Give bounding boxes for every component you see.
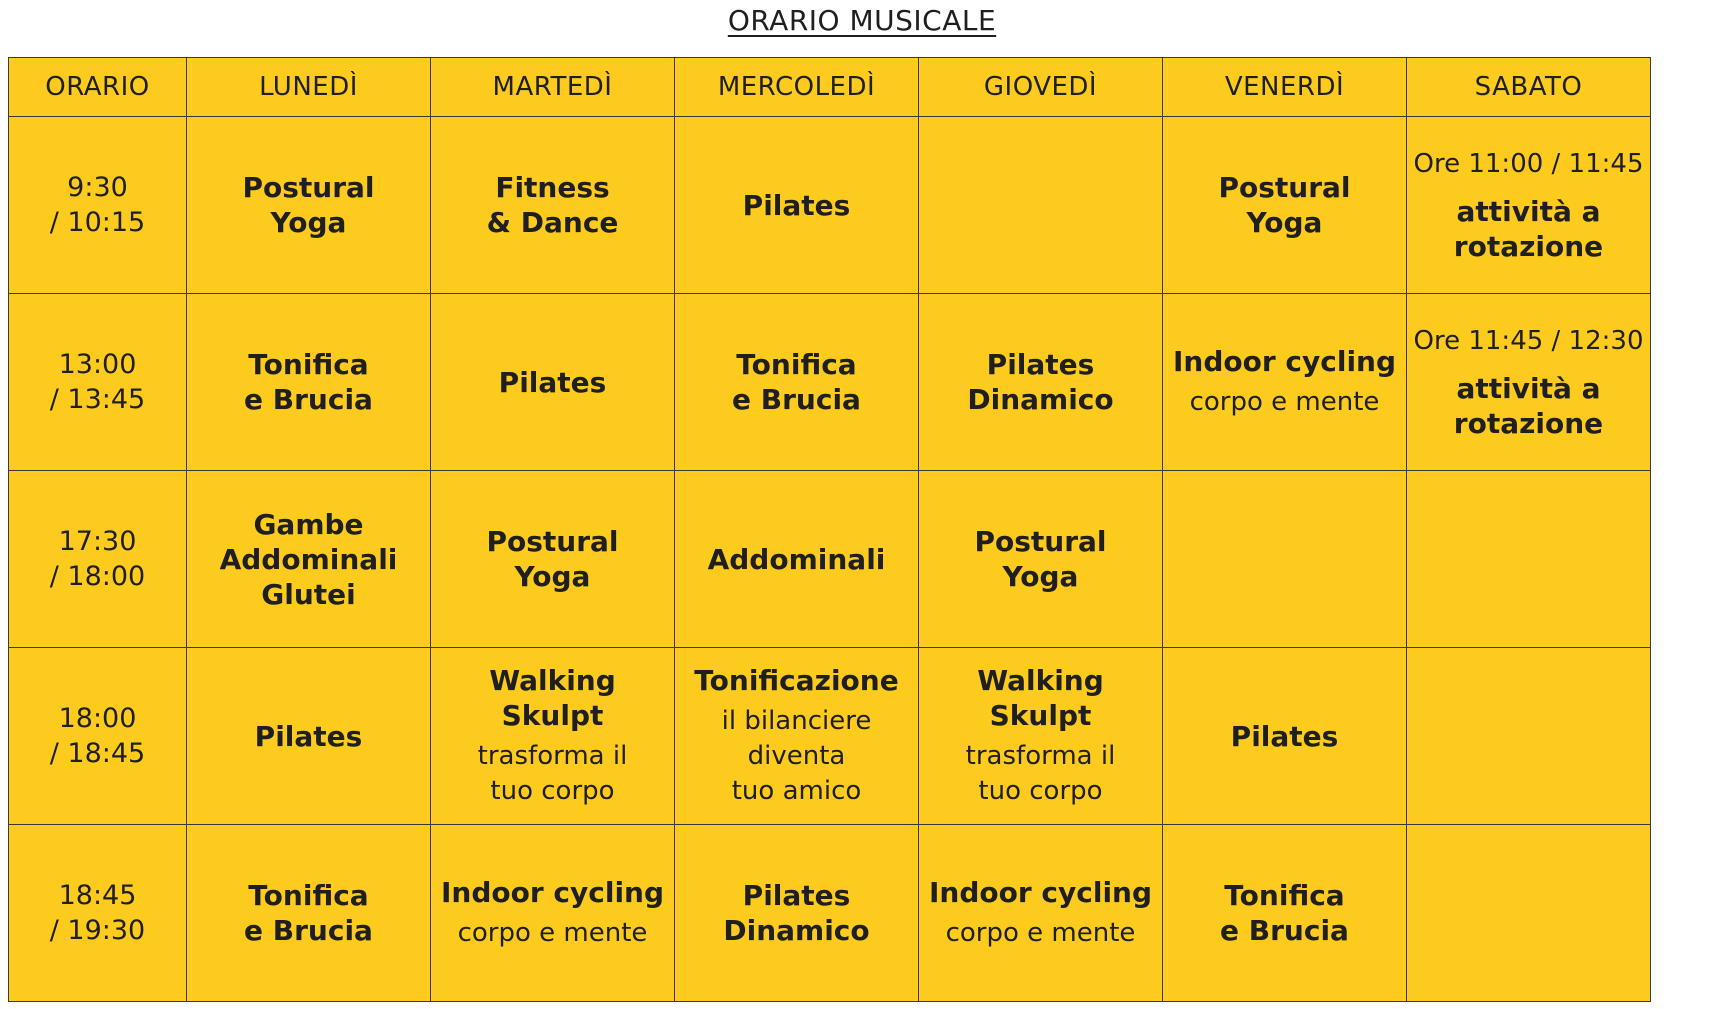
class-name: Addominali bbox=[707, 542, 886, 576]
class-name: Gambe Addominali Glutei bbox=[219, 507, 398, 611]
class-cell-venerdi: Tonifica e Brucia bbox=[1162, 824, 1407, 1002]
class-cell-lunedi: Tonifica e Brucia bbox=[186, 824, 431, 1002]
class-name: Pilates bbox=[1230, 719, 1339, 753]
class-subtitle: trasforma il tuo corpo bbox=[477, 741, 628, 806]
class-cell-sabato bbox=[1406, 647, 1651, 825]
class-cell-martedi: Fitness & Dance bbox=[430, 116, 675, 294]
class-name: Walking Skulpt bbox=[977, 664, 1104, 732]
time-cell: 17:30 / 18:00 bbox=[8, 470, 187, 648]
class-cell-mercoledi: Tonificazione il bilanciere diventa tuo a… bbox=[674, 647, 919, 825]
time-note: Ore 11:45 / 12:30 bbox=[1413, 325, 1644, 356]
class-name: Pilates bbox=[498, 365, 607, 399]
class-cell-martedi: Pilates bbox=[430, 293, 675, 471]
class-name: Tonifica e Brucia bbox=[244, 348, 373, 416]
class-name: attività a rotazione bbox=[1453, 371, 1604, 440]
class-cell-giovedi: Pilates Dinamico bbox=[918, 293, 1163, 471]
class-name: Postural Yoga bbox=[1218, 171, 1351, 239]
class-name: Tonificazione bbox=[694, 664, 899, 697]
page-title: ORARIO MUSICALE bbox=[727, 4, 997, 37]
table-row: 18:00 / 18:45 Pilates Walking Skulpt trasfo… bbox=[8, 647, 1651, 825]
class-cell-venerdi: Pilates bbox=[1162, 647, 1407, 825]
class-subtitle: corpo e mente bbox=[1189, 387, 1380, 417]
time-cell: 18:45 / 19:30 bbox=[8, 824, 187, 1002]
time-cell: 9:30 / 10:15 bbox=[8, 116, 187, 294]
time-cell: 18:00 / 18:45 bbox=[8, 647, 187, 825]
class-cell-sabato: Ore 11:45 / 12:30 attività a rotazione bbox=[1406, 293, 1651, 471]
class-name: Postural Yoga bbox=[974, 525, 1107, 593]
class-name: Pilates Dinamico bbox=[967, 348, 1114, 416]
class-name: Pilates bbox=[742, 188, 851, 222]
class-name: Fitness & Dance bbox=[486, 171, 619, 239]
class-cell-mercoledi: Pilates bbox=[674, 116, 919, 294]
class-name: Pilates bbox=[254, 719, 363, 753]
class-cell-mercoledi: Addominali bbox=[674, 470, 919, 648]
class-cell-lunedi: Postural Yoga bbox=[186, 116, 431, 294]
schedule-body: 9:30 / 10:15 Postural Yoga Fitness & Dance… bbox=[8, 116, 1651, 1002]
class-name: Postural Yoga bbox=[242, 171, 375, 239]
time-note: Ore 11:00 / 11:45 bbox=[1413, 148, 1644, 179]
class-cell-lunedi: Tonifica e Brucia bbox=[186, 293, 431, 471]
class-cell-giovedi bbox=[918, 116, 1163, 294]
time-slot-label: 18:45 / 19:30 bbox=[49, 880, 146, 946]
class-cell-giovedi: Indoor cycling corpo e mente bbox=[918, 824, 1163, 1002]
class-name: Postural Yoga bbox=[486, 525, 619, 593]
time-slot-label: 18:00 / 18:45 bbox=[49, 703, 146, 769]
class-cell-venerdi: Postural Yoga bbox=[1162, 116, 1407, 294]
class-cell-martedi: Walking Skulpt trasforma il tuo corpo bbox=[430, 647, 675, 825]
class-cell-mercoledi: Pilates Dinamico bbox=[674, 824, 919, 1002]
header-row: ORARIO LUNEDÌ MARTEDÌ MERCOLEDÌ GIOVEDÌ … bbox=[8, 57, 1651, 117]
time-slot-label: 13:00 / 13:45 bbox=[49, 349, 146, 415]
table-row: 18:45 / 19:30 Tonifica e Brucia Indoor cyc… bbox=[8, 824, 1651, 1002]
table-row: 17:30 / 18:00 Gambe Addominali Glutei Post… bbox=[8, 470, 1651, 648]
class-subtitle: corpo e mente bbox=[945, 918, 1136, 948]
header-mercoledi: MERCOLEDÌ bbox=[674, 57, 919, 117]
class-name: Indoor cycling bbox=[928, 876, 1153, 909]
class-name: Pilates Dinamico bbox=[723, 879, 870, 947]
class-name: Walking Skulpt bbox=[489, 664, 616, 732]
class-cell-sabato bbox=[1406, 470, 1651, 648]
class-subtitle: corpo e mente bbox=[457, 918, 648, 948]
class-subtitle: trasforma il tuo corpo bbox=[965, 741, 1116, 806]
class-cell-sabato: Ore 11:00 / 11:45 attività a rotazione bbox=[1406, 116, 1651, 294]
class-cell-lunedi: Gambe Addominali Glutei bbox=[186, 470, 431, 648]
class-name: Indoor cycling bbox=[440, 876, 665, 909]
class-cell-sabato bbox=[1406, 824, 1651, 1002]
class-cell-martedi: Postural Yoga bbox=[430, 470, 675, 648]
class-name: Tonifica e Brucia bbox=[1220, 879, 1349, 947]
time-slot-label: 9:30 / 10:15 bbox=[49, 172, 146, 238]
header-martedi: MARTEDÌ bbox=[430, 57, 675, 117]
class-cell-venerdi bbox=[1162, 470, 1407, 648]
class-cell-mercoledi: Tonifica e Brucia bbox=[674, 293, 919, 471]
class-cell-giovedi: Postural Yoga bbox=[918, 470, 1163, 648]
header-sabato: SABATO bbox=[1406, 57, 1651, 117]
class-cell-martedi: Indoor cycling corpo e mente bbox=[430, 824, 675, 1002]
schedule-table: ORARIO LUNEDÌ MARTEDÌ MERCOLEDÌ GIOVEDÌ … bbox=[8, 57, 1651, 1002]
class-cell-giovedi: Walking Skulpt trasforma il tuo corpo bbox=[918, 647, 1163, 825]
header-venerdi: VENERDÌ bbox=[1162, 57, 1407, 117]
class-cell-venerdi: Indoor cycling corpo e mente bbox=[1162, 293, 1407, 471]
class-name: attività a rotazione bbox=[1453, 194, 1604, 263]
header-lunedi: LUNEDÌ bbox=[186, 57, 431, 117]
class-name: Tonifica e Brucia bbox=[244, 879, 373, 947]
header-giovedi: GIOVEDÌ bbox=[918, 57, 1163, 117]
class-name: Tonifica e Brucia bbox=[732, 348, 861, 416]
table-row: 9:30 / 10:15 Postural Yoga Fitness & Dance… bbox=[8, 116, 1651, 294]
time-slot-label: 17:30 / 18:00 bbox=[49, 526, 146, 592]
class-subtitle: il bilanciere diventa tuo amico bbox=[721, 706, 872, 806]
class-name: Indoor cycling bbox=[1172, 345, 1397, 378]
time-cell: 13:00 / 13:45 bbox=[8, 293, 187, 471]
table-row: 13:00 / 13:45 Tonifica e Brucia Pilates Ton… bbox=[8, 293, 1651, 471]
header-orario: ORARIO bbox=[8, 57, 187, 117]
class-cell-lunedi: Pilates bbox=[186, 647, 431, 825]
